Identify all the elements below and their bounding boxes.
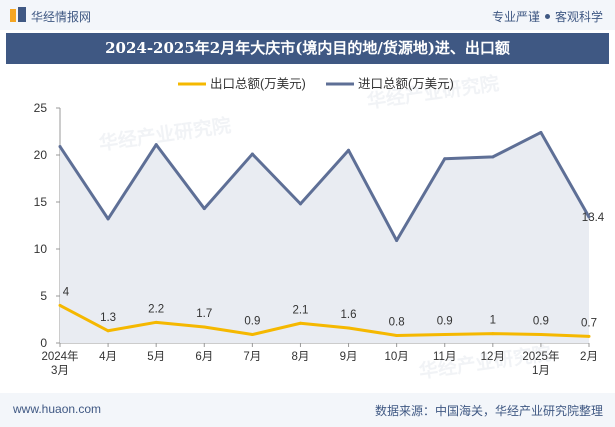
import-data-point bbox=[106, 217, 110, 221]
x-tick-label: 2月 bbox=[580, 351, 598, 363]
tagline-professional: 专业严谨 bbox=[491, 10, 540, 24]
export-series-line bbox=[59, 304, 590, 338]
export-data-point bbox=[250, 333, 254, 337]
export-data-label: 1.6 bbox=[341, 309, 357, 321]
y-tick-label: 20 bbox=[34, 148, 48, 162]
x-tick-label: 4月 bbox=[99, 351, 117, 363]
x-tick-label: 2025年 bbox=[522, 349, 559, 363]
import-data-point bbox=[443, 157, 447, 161]
export-data-label: 0.9 bbox=[244, 316, 260, 328]
legend-export-label: 出口总额(万美元) bbox=[210, 77, 306, 91]
import-data-point bbox=[347, 148, 351, 152]
x-tick-label: 7月 bbox=[243, 351, 261, 363]
tagline-objective: 客观科学 bbox=[554, 10, 603, 24]
export-data-point bbox=[539, 333, 543, 337]
brand-name: 华经情报网 bbox=[31, 10, 92, 24]
footer-bar: www.huaon.com 数据来源：中国海关，华经产业研究院整理 bbox=[0, 393, 615, 427]
export-data-point bbox=[443, 333, 447, 337]
y-tick-label: 0 bbox=[40, 336, 47, 350]
top-banner: 华经情报网 专业严谨 客观科学 bbox=[0, 0, 615, 30]
logo-icon bbox=[10, 7, 26, 22]
import-data-point bbox=[298, 202, 302, 206]
import-series-line bbox=[58, 130, 591, 243]
import-data-point bbox=[395, 239, 399, 243]
x-tick-label: 8月 bbox=[292, 351, 310, 363]
import-data-point bbox=[491, 155, 495, 159]
x-tick-label: 10月 bbox=[384, 351, 408, 363]
tagline: 专业严谨 客观科学 bbox=[492, 8, 603, 25]
import-data-point bbox=[58, 145, 62, 149]
x-tick-label: 6月 bbox=[195, 351, 213, 363]
data-source: 数据来源：中国海关，华经产业研究院整理 bbox=[374, 404, 603, 418]
import-data-point bbox=[587, 215, 591, 219]
export-data-point bbox=[298, 321, 302, 325]
line-chart: 华经产业研究院华经产业研究院华经产业研究院05101520252024年3月4月… bbox=[34, 72, 605, 383]
y-tick-label: 5 bbox=[40, 289, 47, 303]
y-tick-label: 25 bbox=[34, 101, 48, 115]
x-tick-label: 5月 bbox=[147, 351, 165, 363]
import-data-point bbox=[202, 207, 206, 211]
export-data-label: 0.7 bbox=[581, 317, 597, 329]
y-tick-label: 15 bbox=[34, 195, 48, 209]
export-data-label: 0.9 bbox=[437, 316, 453, 328]
export-data-point bbox=[395, 333, 399, 337]
import-data-point bbox=[154, 143, 158, 147]
export-data-label: 0.9 bbox=[533, 316, 549, 328]
site-url: www.huaon.com bbox=[13, 402, 102, 416]
import-data-point bbox=[250, 152, 254, 156]
export-data-label: 2.1 bbox=[292, 304, 308, 316]
import-data-point bbox=[539, 130, 543, 134]
export-data-point bbox=[106, 329, 110, 333]
import-data-label: 13.4 bbox=[582, 212, 605, 224]
chart-title: 2024-2025年2月年大庆市(境内目的地/货源地)进、出口额 bbox=[6, 33, 609, 64]
x-tick-label: 12月 bbox=[481, 351, 505, 363]
x-tick-label: 9月 bbox=[340, 351, 358, 363]
export-data-point bbox=[347, 326, 351, 330]
x-tick-label: 2024年 bbox=[41, 349, 78, 363]
watermark-text: 华经产业研究院 bbox=[97, 114, 232, 155]
x-tick-label: 11月 bbox=[433, 351, 456, 363]
export-data-label: 1.7 bbox=[196, 308, 212, 320]
y-tick-label: 10 bbox=[34, 242, 48, 256]
x-tick-label: 1月 bbox=[532, 365, 550, 377]
bullet-dot-icon bbox=[544, 14, 550, 20]
legend-import-label: 进口总额(万美元) bbox=[358, 77, 454, 91]
import-area-fill bbox=[60, 132, 589, 343]
export-data-label: 4 bbox=[63, 286, 70, 298]
export-data-point bbox=[587, 334, 591, 338]
x-tick-label: 3月 bbox=[51, 365, 69, 377]
export-data-label: 0.8 bbox=[389, 316, 405, 328]
export-data-label: 1.3 bbox=[100, 312, 116, 324]
export-data-point bbox=[58, 303, 62, 307]
export-data-point bbox=[154, 320, 158, 324]
export-data-point bbox=[202, 325, 206, 329]
export-data-label: 1 bbox=[490, 315, 496, 327]
export-data-label: 2.2 bbox=[148, 303, 164, 315]
export-data-point bbox=[491, 332, 495, 336]
